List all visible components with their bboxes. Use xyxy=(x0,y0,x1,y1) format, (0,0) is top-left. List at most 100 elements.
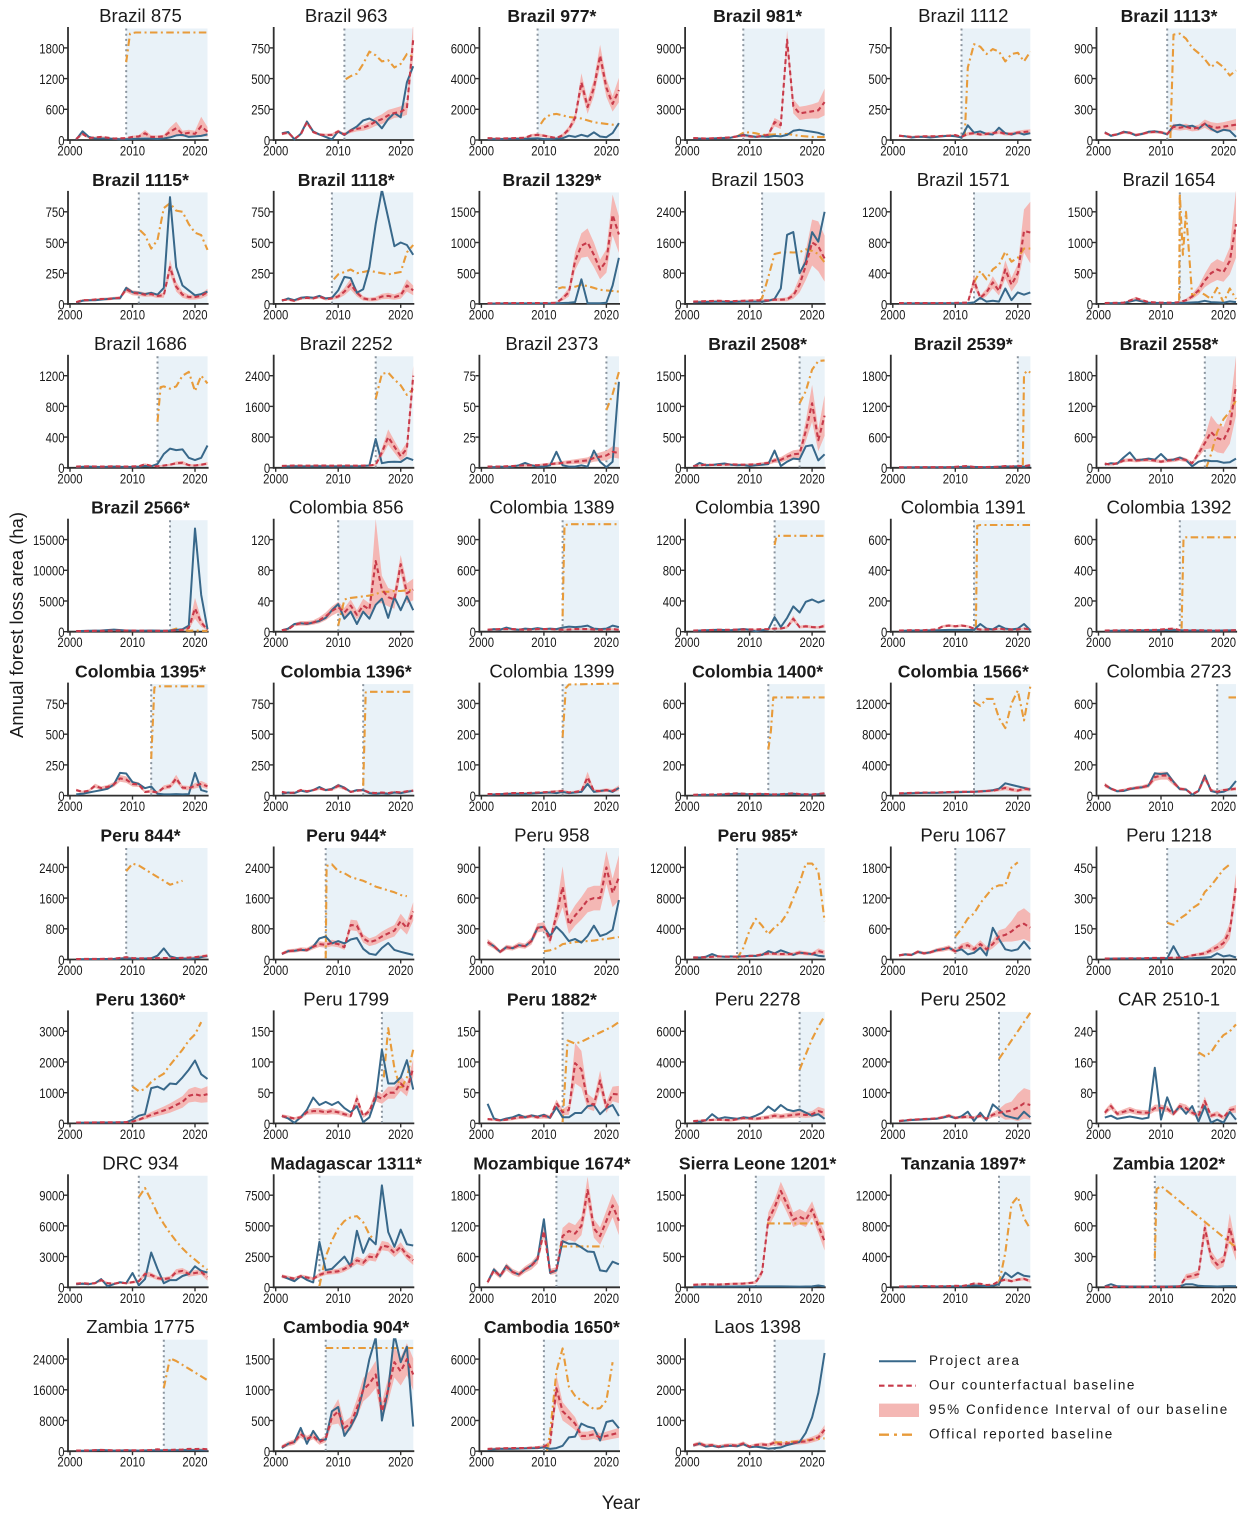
svg-text:0: 0 xyxy=(470,953,476,968)
svg-text:2000: 2000 xyxy=(57,1127,82,1142)
svg-text:2020: 2020 xyxy=(1005,799,1030,814)
svg-text:2010: 2010 xyxy=(531,963,556,978)
svg-text:2000: 2000 xyxy=(263,799,288,814)
svg-text:2010: 2010 xyxy=(326,307,351,322)
svg-text:2020: 2020 xyxy=(1211,144,1236,159)
svg-text:Peru 1882*: Peru 1882* xyxy=(507,989,597,1009)
svg-text:500: 500 xyxy=(251,72,270,87)
svg-text:1800: 1800 xyxy=(451,1189,476,1204)
svg-text:2020: 2020 xyxy=(594,1455,619,1470)
svg-text:2010: 2010 xyxy=(531,307,556,322)
svg-text:750: 750 xyxy=(251,41,270,56)
svg-text:450: 450 xyxy=(1074,861,1093,876)
svg-text:1200: 1200 xyxy=(39,72,64,87)
svg-text:Brazil 2373: Brazil 2373 xyxy=(505,333,598,354)
svg-text:0: 0 xyxy=(675,461,681,476)
svg-text:2500: 2500 xyxy=(245,1250,270,1265)
svg-text:2000: 2000 xyxy=(57,963,82,978)
svg-text:2000: 2000 xyxy=(469,1291,494,1306)
svg-text:Zambia 1775: Zambia 1775 xyxy=(86,1316,195,1337)
svg-text:500: 500 xyxy=(251,728,270,743)
svg-text:2010: 2010 xyxy=(531,635,556,650)
svg-text:Colombia 856: Colombia 856 xyxy=(289,497,404,518)
svg-text:2000: 2000 xyxy=(57,1291,82,1306)
svg-text:0: 0 xyxy=(1087,789,1093,804)
svg-text:800: 800 xyxy=(251,922,270,937)
svg-text:Colombia 1389: Colombia 1389 xyxy=(489,497,614,518)
svg-text:2000: 2000 xyxy=(263,144,288,159)
svg-text:0: 0 xyxy=(58,133,64,148)
svg-text:0: 0 xyxy=(58,461,64,476)
svg-text:1500: 1500 xyxy=(656,369,681,384)
svg-text:2010: 2010 xyxy=(737,471,762,486)
svg-text:2010: 2010 xyxy=(120,799,145,814)
svg-text:0: 0 xyxy=(264,133,270,148)
svg-text:2020: 2020 xyxy=(388,471,413,486)
svg-text:95% Confidence Interval of our: 95% Confidence Interval of our baseline xyxy=(929,1402,1229,1417)
svg-text:0: 0 xyxy=(881,297,887,312)
svg-text:1200: 1200 xyxy=(39,369,64,384)
svg-text:2000: 2000 xyxy=(675,1455,700,1470)
svg-text:2020: 2020 xyxy=(1005,471,1030,486)
svg-text:0: 0 xyxy=(881,133,887,148)
svg-text:2020: 2020 xyxy=(182,635,207,650)
svg-text:160: 160 xyxy=(1074,1055,1093,1070)
svg-text:400: 400 xyxy=(46,431,65,446)
svg-text:2020: 2020 xyxy=(1211,635,1236,650)
svg-text:2020: 2020 xyxy=(182,1455,207,1470)
svg-text:2020: 2020 xyxy=(800,1127,825,1142)
svg-text:2010: 2010 xyxy=(120,1455,145,1470)
svg-text:0: 0 xyxy=(675,953,681,968)
svg-text:2010: 2010 xyxy=(1148,307,1173,322)
svg-text:600: 600 xyxy=(868,431,887,446)
svg-text:2020: 2020 xyxy=(1211,1291,1236,1306)
svg-text:2000: 2000 xyxy=(469,963,494,978)
svg-text:600: 600 xyxy=(1074,431,1093,446)
svg-text:Peru 944*: Peru 944* xyxy=(306,826,386,846)
svg-text:1800: 1800 xyxy=(39,41,64,56)
svg-text:2000: 2000 xyxy=(1086,144,1111,159)
svg-text:200: 200 xyxy=(457,728,476,743)
svg-text:Annual forest loss area (ha): Annual forest loss area (ha) xyxy=(6,512,27,738)
svg-text:Brazil 1118*: Brazil 1118* xyxy=(298,170,395,190)
svg-text:2020: 2020 xyxy=(800,307,825,322)
svg-text:2000: 2000 xyxy=(675,1127,700,1142)
svg-text:6000: 6000 xyxy=(451,41,476,56)
svg-text:4000: 4000 xyxy=(451,72,476,87)
svg-text:Mozambique 1674*: Mozambique 1674* xyxy=(473,1153,631,1173)
svg-text:Peru 2278: Peru 2278 xyxy=(715,988,801,1009)
svg-text:2000: 2000 xyxy=(1086,1291,1111,1306)
svg-text:2000: 2000 xyxy=(675,1291,700,1306)
svg-text:2000: 2000 xyxy=(675,799,700,814)
svg-text:2010: 2010 xyxy=(531,1455,556,1470)
svg-text:750: 750 xyxy=(46,697,65,712)
svg-text:2000: 2000 xyxy=(263,307,288,322)
svg-text:2020: 2020 xyxy=(1211,963,1236,978)
svg-text:2010: 2010 xyxy=(737,635,762,650)
svg-text:0: 0 xyxy=(675,133,681,148)
svg-text:2000: 2000 xyxy=(880,307,905,322)
svg-text:0: 0 xyxy=(470,1445,476,1460)
svg-text:DRC 934: DRC 934 xyxy=(102,1152,178,1173)
svg-text:2010: 2010 xyxy=(943,1127,968,1142)
svg-text:7500: 7500 xyxy=(245,1189,270,1204)
svg-text:300: 300 xyxy=(1074,892,1093,907)
svg-text:100: 100 xyxy=(457,758,476,773)
svg-text:Brazil 875: Brazil 875 xyxy=(99,5,182,26)
svg-text:500: 500 xyxy=(663,431,682,446)
svg-text:2010: 2010 xyxy=(1148,635,1173,650)
svg-text:0: 0 xyxy=(58,625,64,640)
svg-text:300: 300 xyxy=(457,594,476,609)
svg-text:1200: 1200 xyxy=(862,892,887,907)
svg-text:Colombia 1392: Colombia 1392 xyxy=(1106,497,1231,518)
svg-text:250: 250 xyxy=(251,103,270,118)
svg-text:0: 0 xyxy=(264,1117,270,1132)
svg-text:900: 900 xyxy=(457,861,476,876)
svg-text:2010: 2010 xyxy=(737,1455,762,1470)
svg-text:0: 0 xyxy=(264,789,270,804)
svg-text:2000: 2000 xyxy=(656,1383,681,1398)
svg-text:2020: 2020 xyxy=(388,799,413,814)
svg-text:Sierra Leone 1201*: Sierra Leone 1201* xyxy=(679,1153,837,1173)
svg-text:Tanzania 1897*: Tanzania 1897* xyxy=(901,1153,1026,1173)
svg-text:2010: 2010 xyxy=(1148,1127,1173,1142)
